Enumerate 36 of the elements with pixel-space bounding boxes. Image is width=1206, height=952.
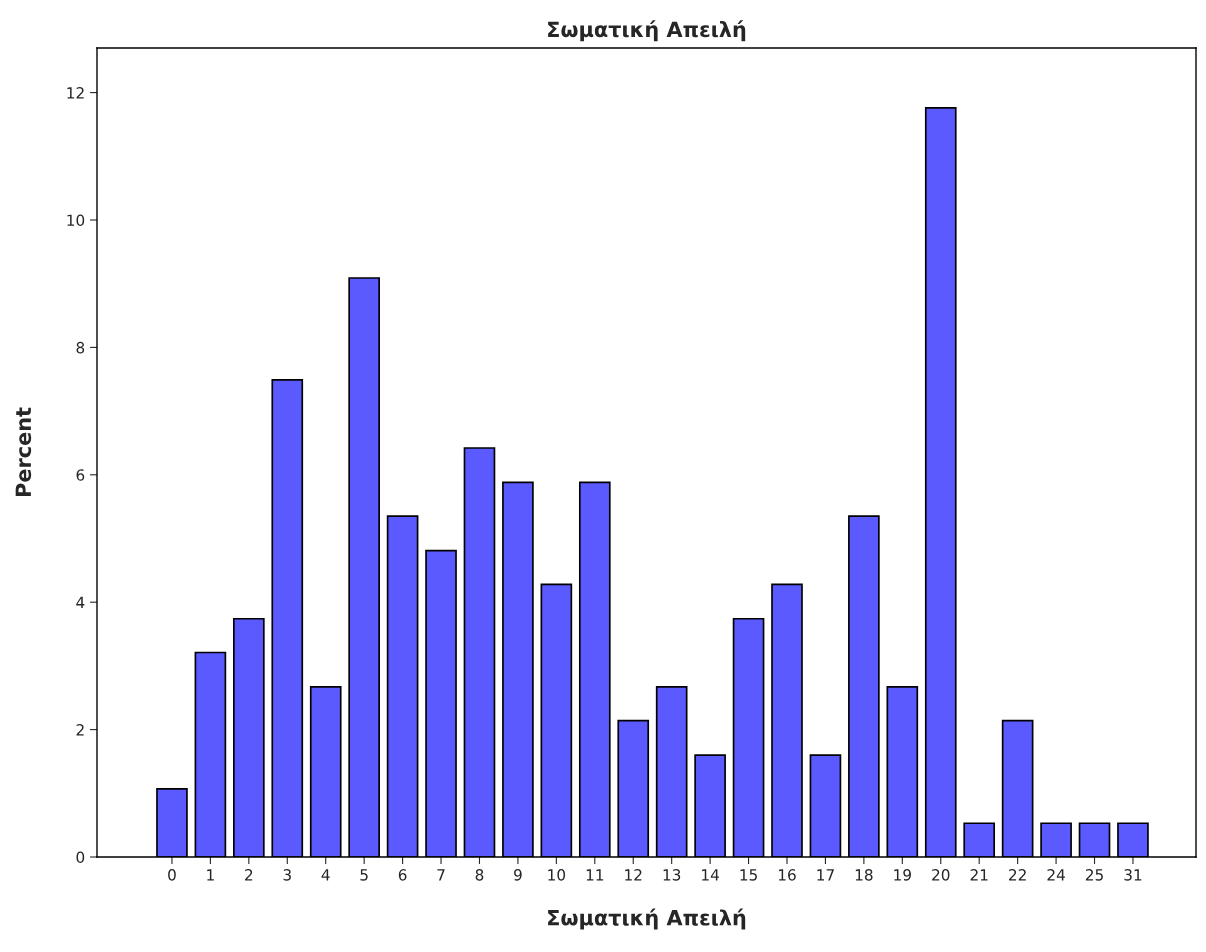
y-tick-label: 8 — [76, 341, 85, 354]
x-tick-label: 0 — [168, 869, 176, 881]
y-tick-label: 10 — [67, 214, 85, 227]
x-tick-label: 16 — [778, 869, 796, 881]
x-tick-label: 22 — [1009, 869, 1026, 881]
x-tick-label: 7 — [437, 869, 445, 881]
x-axis-title: Σωματική Απειλή — [548, 908, 746, 930]
x-tick-label: 11 — [586, 869, 604, 881]
x-tick-label: 17 — [817, 869, 834, 881]
y-tick-label: 4 — [76, 596, 85, 608]
x-tick-label: 15 — [740, 869, 757, 881]
y-axis-title: Percent — [15, 407, 32, 497]
x-tick-label: 19 — [894, 869, 911, 881]
x-tick-label: 5 — [360, 869, 368, 881]
x-tick-label: 31 — [1124, 869, 1142, 881]
x-tick-label: 25 — [1085, 869, 1103, 881]
x-tick-label: 2 — [245, 869, 253, 881]
x-tick-label: 10 — [548, 869, 566, 881]
x-tick-label: 20 — [932, 869, 950, 881]
y-tick-label: 12 — [67, 87, 84, 99]
x-tick-label: 4 — [321, 869, 330, 881]
x-tick-label: 1 — [207, 869, 214, 881]
x-tick-label: 14 — [702, 869, 719, 881]
x-tick-label: 21 — [970, 869, 988, 881]
x-tick-label: 9 — [514, 869, 522, 881]
y-tick-label: 2 — [76, 724, 84, 736]
chart-title: Σωματική Απειλή — [548, 20, 746, 42]
y-tick-label: 0 — [76, 851, 85, 864]
y-tick-label: 6 — [76, 469, 85, 481]
x-tick-label: 3 — [283, 869, 291, 881]
x-tick-label: 6 — [398, 869, 407, 881]
x-tick-label: 18 — [855, 869, 873, 881]
x-tick-label: 24 — [1047, 869, 1065, 881]
x-tick-label: 12 — [625, 869, 642, 881]
x-tick-label: 8 — [475, 869, 484, 881]
x-tick-label: 13 — [663, 869, 681, 881]
